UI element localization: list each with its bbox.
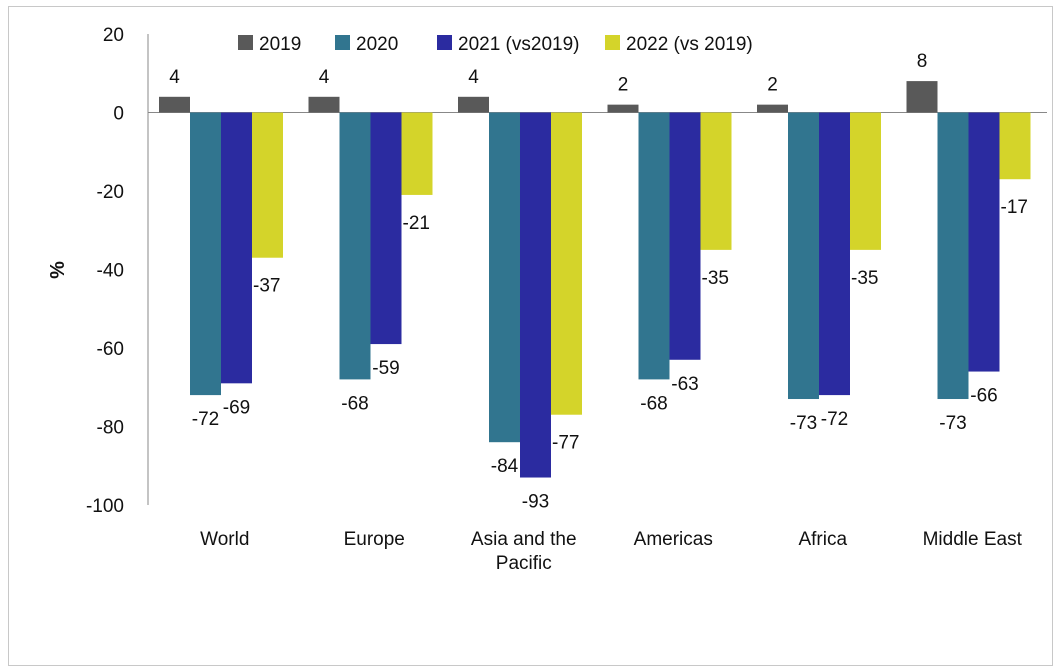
data-label: 4	[468, 67, 479, 88]
bar	[850, 112, 881, 250]
data-labels-layer: 4 4 4 2 2 8 -72 -68 -84 -68 -73 -73 -69 -59 -93 -63 -72 -…	[169, 51, 1028, 512]
bar	[700, 112, 732, 250]
y-tick-label: -40	[97, 261, 124, 282]
data-label: 2	[767, 75, 778, 96]
data-label: -35	[702, 268, 729, 289]
data-label: -77	[552, 433, 579, 454]
data-label: -72	[821, 409, 848, 430]
data-label: -37	[253, 276, 280, 297]
x-category-label: Europe	[344, 529, 405, 550]
y-axis-label: %	[47, 261, 69, 279]
bar	[520, 112, 551, 478]
bars-layer	[159, 81, 1031, 478]
bar	[999, 112, 1031, 180]
bar	[819, 112, 850, 396]
data-label: -72	[192, 409, 219, 430]
bar	[757, 104, 788, 113]
bar-chart: 20 0 -20 -40 -60 -80 -100 World Europe Asia and t…	[47, 25, 1047, 574]
data-label: -73	[939, 413, 966, 434]
y-tick-label: -60	[97, 339, 124, 360]
data-label: -17	[1001, 197, 1028, 218]
x-category-label: Americas	[634, 529, 713, 550]
data-label: -68	[341, 393, 368, 414]
bar	[788, 112, 819, 400]
bar	[669, 112, 701, 360]
data-label: -84	[491, 456, 519, 477]
data-label: -73	[790, 413, 817, 434]
bar	[190, 112, 221, 396]
bar	[906, 81, 938, 113]
legend-swatch	[238, 35, 253, 50]
x-category-label: World	[200, 529, 249, 550]
y-tick-label: -80	[97, 418, 124, 439]
axis-layer: 20 0 -20 -40 -60 -80 -100 World Europe Asia and t…	[86, 25, 1047, 574]
bar	[252, 112, 283, 258]
legend-swatch	[335, 35, 350, 50]
legend-swatch	[605, 35, 620, 50]
legend-swatch	[437, 35, 452, 50]
bar	[401, 112, 433, 195]
bar	[370, 112, 402, 345]
data-label: -63	[671, 374, 698, 395]
x-category-label: Asia and the Pacific	[471, 529, 577, 574]
y-tick-label: 0	[113, 104, 124, 125]
data-label: -68	[640, 393, 667, 414]
y-tick-label: -100	[86, 496, 124, 517]
data-label: -21	[403, 213, 430, 234]
bar	[638, 112, 670, 380]
y-tick-label: 20	[103, 25, 124, 46]
data-label: -66	[970, 386, 997, 407]
data-label: 8	[917, 51, 928, 72]
bar	[607, 104, 639, 113]
bar	[551, 112, 582, 415]
x-category-label: Middle East	[923, 529, 1023, 550]
x-category-label: Africa	[798, 529, 847, 550]
data-label: -59	[372, 358, 399, 379]
legend: 2019 2020 2021 (vs2019) 2022 (vs 2019)	[238, 34, 753, 55]
legend-label: 2022 (vs 2019)	[626, 34, 753, 55]
bar	[339, 112, 371, 380]
bar	[968, 112, 1000, 372]
y-tick-label: -20	[97, 182, 124, 203]
legend-label: 2019	[259, 34, 301, 55]
bar	[221, 112, 252, 384]
bar	[308, 96, 340, 113]
bar	[159, 96, 190, 113]
bar	[489, 112, 520, 443]
data-label: 2	[618, 75, 629, 96]
legend-label: 2021 (vs2019)	[458, 34, 579, 55]
data-label: 4	[319, 67, 330, 88]
data-label: -93	[522, 492, 549, 513]
data-label: 4	[169, 67, 180, 88]
legend-label: 2020	[356, 34, 398, 55]
data-label: -69	[223, 397, 250, 418]
data-label: -35	[851, 268, 878, 289]
bar	[458, 96, 489, 113]
bar	[937, 112, 969, 400]
